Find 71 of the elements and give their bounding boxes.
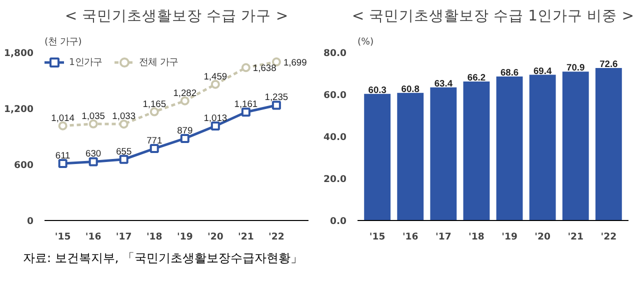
data-label: 1,013 — [204, 112, 228, 123]
chart-title: < 국민기초생활보장 수급 1인가구 비중 > — [352, 8, 634, 24]
y-tick-label: 1,200 — [4, 104, 34, 115]
bar — [595, 68, 622, 220]
x-tick-label: '22 — [268, 232, 284, 242]
text: 자료: 보건복지부, 「국민기초생활보장수급자현황」 — [23, 250, 302, 267]
x-tick-label: '18 — [146, 232, 162, 242]
y-tick-label: 20.0 — [323, 174, 348, 185]
bar — [496, 76, 523, 220]
data-label: 1,235 — [264, 92, 288, 102]
data-label: 1,014 — [51, 112, 74, 123]
data-label: 1,033 — [112, 111, 136, 122]
y-tick-label: 80.0 — [323, 48, 348, 59]
data-label: 66.2 — [467, 72, 486, 82]
chart-title: < 국민기초생활보장 수급 가구 > — [64, 8, 288, 24]
x-tick-label: '17 — [436, 232, 452, 242]
x-tick-label: '21 — [568, 232, 584, 242]
data-label: 69.4 — [533, 66, 552, 76]
legend-label: 1인가구 — [69, 56, 102, 68]
y-tick-label: 0.0 — [330, 216, 348, 227]
data-label: 68.6 — [500, 67, 519, 78]
data-label: 1,638 — [252, 63, 276, 74]
x-tick-label: '18 — [468, 232, 484, 242]
point — [241, 63, 250, 72]
data-label: 1,282 — [173, 88, 197, 98]
data-label: 771 — [146, 136, 162, 146]
data-label: 1,035 — [82, 110, 106, 121]
y-tick-label: 600 — [14, 160, 34, 171]
y-tick-label: 60.0 — [323, 90, 348, 101]
bar — [463, 81, 490, 220]
point — [58, 158, 68, 168]
x-tick-label: '16 — [402, 232, 418, 242]
y-axis-title: (천 가구) — [44, 36, 82, 48]
bar — [430, 87, 457, 220]
bar — [529, 74, 556, 220]
point — [88, 157, 98, 166]
data-label: 60.8 — [401, 84, 420, 94]
bar — [562, 72, 589, 220]
x-tick-label: '19 — [176, 232, 193, 242]
data-label: 72.6 — [600, 59, 618, 70]
x-tick-label: '15 — [369, 232, 386, 242]
point — [119, 154, 128, 164]
data-label: 63.4 — [434, 78, 454, 88]
y-tick-label: 0 — [27, 216, 34, 227]
y-tick-label: 1,800 — [4, 48, 34, 59]
data-label: 1,699 — [283, 57, 307, 68]
x-tick-label: '19 — [502, 232, 518, 242]
bar — [364, 94, 391, 220]
x-tick-label: '15 — [54, 232, 71, 242]
data-label: 1,459 — [204, 71, 228, 82]
y-axis-title: (%) — [358, 36, 374, 48]
data-label: 879 — [177, 125, 193, 136]
point — [272, 57, 281, 66]
data-label: 1,161 — [234, 99, 258, 110]
point — [180, 134, 190, 143]
x-tick-label: '21 — [238, 232, 254, 242]
data-label: 1,165 — [142, 98, 166, 109]
x-tick-label: '16 — [85, 232, 102, 242]
data-label: 60.3 — [368, 84, 386, 95]
x-tick-label: '20 — [534, 232, 551, 242]
point — [150, 144, 159, 154]
data-label: 655 — [116, 146, 132, 156]
data-label: 630 — [86, 148, 102, 159]
bar — [397, 92, 424, 220]
x-tick-label: '17 — [116, 232, 132, 242]
x-tick-label: '20 — [207, 232, 224, 242]
data-label: 70.9 — [566, 62, 585, 73]
data-label: 611 — [55, 150, 70, 160]
y-tick-label: 40.0 — [323, 132, 348, 143]
x-tick-label: '22 — [600, 232, 617, 242]
legend-label: 전체 가구 — [138, 56, 178, 68]
